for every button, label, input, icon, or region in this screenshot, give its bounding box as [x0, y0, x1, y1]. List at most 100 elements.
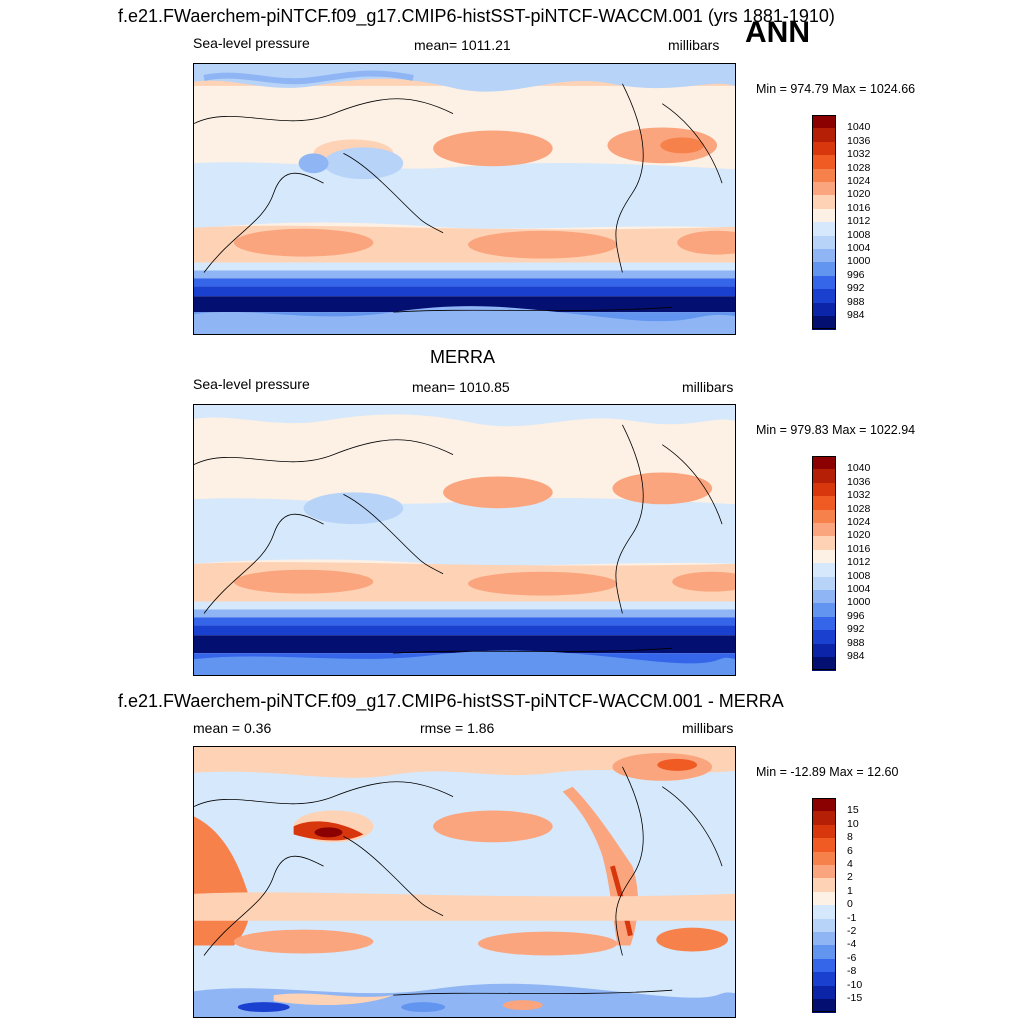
colorbar-swatch — [812, 195, 836, 210]
colorbar-label: 1036 — [847, 134, 871, 147]
colorbar-swatch — [812, 155, 836, 170]
colorbar-swatch — [812, 482, 836, 497]
colorbar-label: -1 — [847, 911, 857, 924]
colorbar-swatch — [812, 630, 836, 645]
colorbar-swatch — [812, 208, 836, 223]
colorbar-label: 8 — [847, 831, 853, 844]
colorbar-label: 1016 — [847, 201, 871, 214]
panel-2-map-plot — [194, 405, 735, 675]
colorbar-label: 988 — [847, 295, 865, 308]
panel-1-variable-label: Sea-level pressure — [193, 35, 310, 51]
colorbar-swatch — [812, 141, 836, 156]
colorbar-swatch — [812, 932, 836, 946]
panel-2-units-label: millibars — [682, 379, 734, 395]
colorbar-label: 1020 — [847, 188, 871, 201]
colorbar-swatch — [812, 643, 836, 658]
colorbar-label: 1036 — [847, 475, 871, 488]
colorbar-swatch — [812, 590, 836, 604]
colorbar-swatch — [812, 811, 836, 826]
colorbar-label: 1028 — [847, 502, 871, 515]
colorbar-label: 10 — [847, 817, 859, 830]
colorbar-swatch — [812, 985, 836, 1000]
colorbar-swatch — [812, 576, 836, 591]
colorbar-label: 1040 — [847, 462, 871, 475]
colorbar-swatch — [812, 798, 836, 812]
panel-3-units-label: millibars — [682, 720, 734, 736]
colorbar-label: 6 — [847, 844, 853, 857]
colorbar-swatch — [812, 302, 836, 317]
colorbar-label: 1012 — [847, 556, 871, 569]
colorbar-label: -2 — [847, 925, 857, 937]
panel-1-map — [193, 63, 736, 335]
colorbar-swatch — [812, 262, 836, 277]
colorbar-label: 996 — [847, 268, 865, 281]
colorbar-swatch — [812, 168, 836, 183]
colorbar-label: 1 — [847, 884, 853, 897]
colorbar-label: 1028 — [847, 161, 871, 174]
colorbar-swatch — [812, 469, 836, 484]
colorbar-swatch — [812, 945, 836, 960]
colorbar-swatch — [812, 289, 836, 304]
colorbar-label: 1000 — [847, 596, 871, 609]
colorbar-swatch — [812, 456, 836, 470]
colorbar-swatch — [812, 563, 836, 578]
panel-3-minmax: Min = -12.89 Max = 12.60 — [756, 765, 899, 779]
panel-1-map-plot — [194, 64, 735, 334]
panel-1-mean-label: mean= 1011.21 — [414, 37, 511, 53]
panel-2-map — [193, 404, 736, 676]
colorbar-label: 0 — [847, 898, 853, 911]
colorbar-swatch — [812, 851, 836, 866]
colorbar-swatch — [812, 999, 836, 1013]
colorbar-label: 996 — [847, 609, 865, 622]
panel-3-mean-label: mean = 0.36 — [193, 720, 272, 736]
colorbar-swatch — [812, 972, 836, 987]
colorbar-swatch — [812, 657, 836, 671]
colorbar-label: -6 — [847, 951, 857, 964]
colorbar-swatch — [812, 958, 836, 973]
colorbar-swatch — [812, 222, 836, 237]
colorbar-label: 1004 — [847, 242, 871, 254]
colorbar-swatch — [812, 509, 836, 524]
colorbar-swatch — [812, 235, 836, 250]
colorbar-label: 4 — [847, 858, 853, 870]
colorbar-label: 984 — [847, 650, 865, 662]
panel-2-title: MERRA — [430, 347, 496, 367]
colorbar-label: 1024 — [847, 516, 871, 528]
colorbar-swatch — [812, 878, 836, 893]
colorbar-label: 984 — [847, 309, 865, 321]
colorbar-swatch — [812, 824, 836, 839]
colorbar-swatch — [812, 918, 836, 933]
colorbar-swatch — [812, 549, 836, 564]
colorbar-label: 1004 — [847, 583, 871, 595]
colorbar-label: 1008 — [847, 569, 871, 582]
colorbar-label: 15 — [847, 804, 859, 817]
colorbar-swatch — [812, 115, 836, 129]
colorbar-label: -15 — [847, 992, 863, 1004]
colorbar-swatch — [812, 496, 836, 511]
colorbar-swatch — [812, 865, 836, 879]
colorbar-swatch — [812, 275, 836, 290]
colorbar-label: -8 — [847, 965, 857, 978]
colorbar-label: 1040 — [847, 121, 871, 134]
panel-2-variable-label: Sea-level pressure — [193, 376, 310, 392]
panel-1-units-label: millibars — [668, 37, 720, 53]
colorbar-label: 1000 — [847, 255, 871, 268]
colorbar-label: 1016 — [847, 542, 871, 555]
figure-title: f.e21.FWaerchem-piNTCF.f09_g17.CMIP6-his… — [118, 6, 835, 26]
colorbar-swatch — [812, 316, 836, 330]
colorbar-swatch — [812, 616, 836, 631]
colorbar-swatch — [812, 128, 836, 143]
panel-3-rmse-label: rmse = 1.86 — [420, 720, 495, 736]
colorbar-swatch — [812, 182, 836, 196]
colorbar-label: 1008 — [847, 228, 871, 241]
panel-3-map — [193, 746, 736, 1018]
colorbar-swatch — [812, 838, 836, 853]
colorbar-label: 988 — [847, 636, 865, 649]
colorbar-label: 1020 — [847, 529, 871, 542]
colorbar-swatch — [812, 891, 836, 906]
panel-2-minmax: Min = 979.83 Max = 1022.94 — [756, 423, 916, 437]
panel-1-minmax: Min = 974.79 Max = 1024.66 — [756, 82, 916, 96]
panel-3-title: f.e21.FWaerchem-piNTCF.f09_g17.CMIP6-his… — [118, 691, 784, 711]
panel-2-mean-label: mean= 1010.85 — [412, 379, 510, 395]
season-label: ANN — [745, 16, 810, 49]
